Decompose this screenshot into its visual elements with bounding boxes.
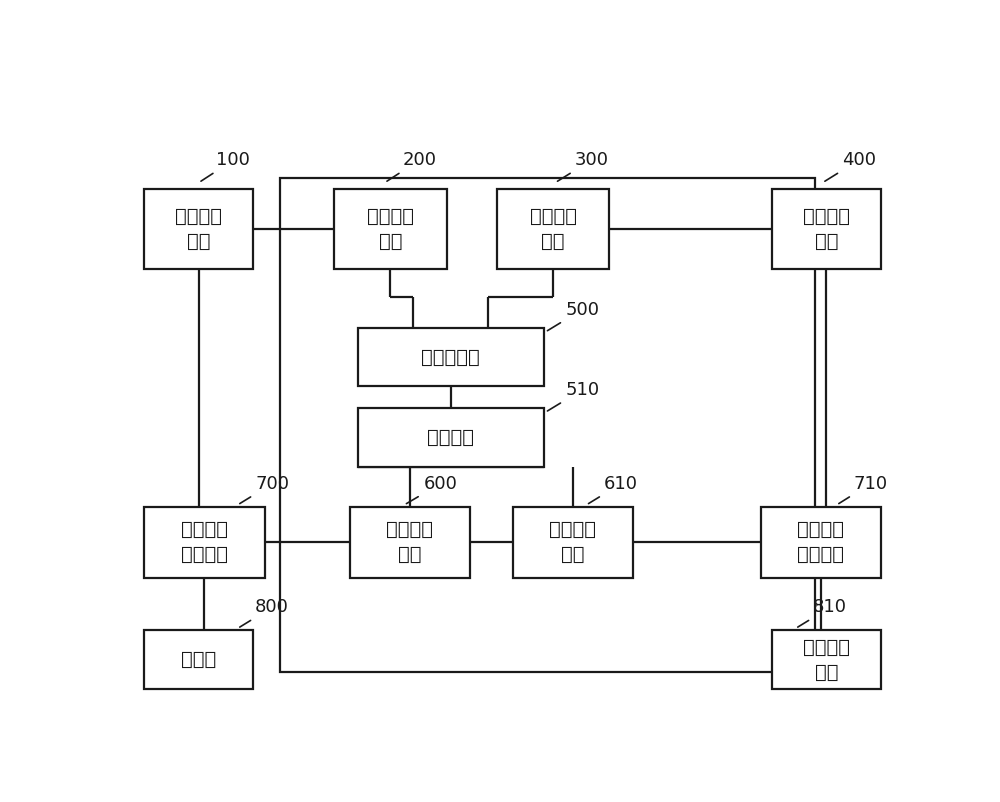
Bar	[144, 507, 264, 578]
Text: 400: 400	[825, 151, 876, 181]
Text: 移动通信
网络: 移动通信 网络	[803, 638, 850, 682]
Text: 700: 700	[240, 475, 289, 504]
Text: 300: 300	[557, 151, 608, 181]
Bar	[761, 507, 881, 578]
Text: 710: 710	[839, 475, 888, 504]
Bar	[350, 507, 470, 578]
Text: 第一音频
放大电路: 第一音频 放大电路	[181, 520, 228, 565]
Text: 第一比较器: 第一比较器	[421, 347, 480, 367]
Text: 600: 600	[406, 475, 457, 504]
Bar	[334, 189, 447, 269]
Bar	[280, 178, 815, 672]
Text: 610: 610	[588, 475, 638, 504]
Text: 200: 200	[387, 151, 436, 181]
Bar	[497, 189, 609, 269]
Text: 第二采样
电路: 第二采样 电路	[530, 207, 577, 251]
Text: 选择电路: 选择电路	[427, 428, 474, 447]
Text: 800: 800	[240, 598, 289, 627]
Text: 500: 500	[547, 301, 599, 330]
Text: 100: 100	[201, 151, 250, 181]
Bar	[772, 189, 881, 269]
Bar	[358, 408, 544, 467]
Text: 音频输出
装置: 音频输出 装置	[803, 207, 850, 251]
Text: 扬声器: 扬声器	[181, 650, 216, 669]
Text: 音频输入
装置: 音频输入 装置	[175, 207, 222, 251]
Text: 810: 810	[798, 598, 847, 627]
Text: 第一补偿
电路: 第一补偿 电路	[386, 520, 433, 565]
Bar	[358, 328, 544, 387]
Text: 第二补偿
电路: 第二补偿 电路	[549, 520, 596, 565]
Text: 第二音频
放大电路: 第二音频 放大电路	[797, 520, 844, 565]
Text: 510: 510	[547, 381, 599, 411]
Bar	[772, 630, 881, 689]
Bar	[144, 630, 253, 689]
Text: 第一采样
电路: 第一采样 电路	[367, 207, 414, 251]
Bar	[512, 507, 633, 578]
Bar	[144, 189, 253, 269]
